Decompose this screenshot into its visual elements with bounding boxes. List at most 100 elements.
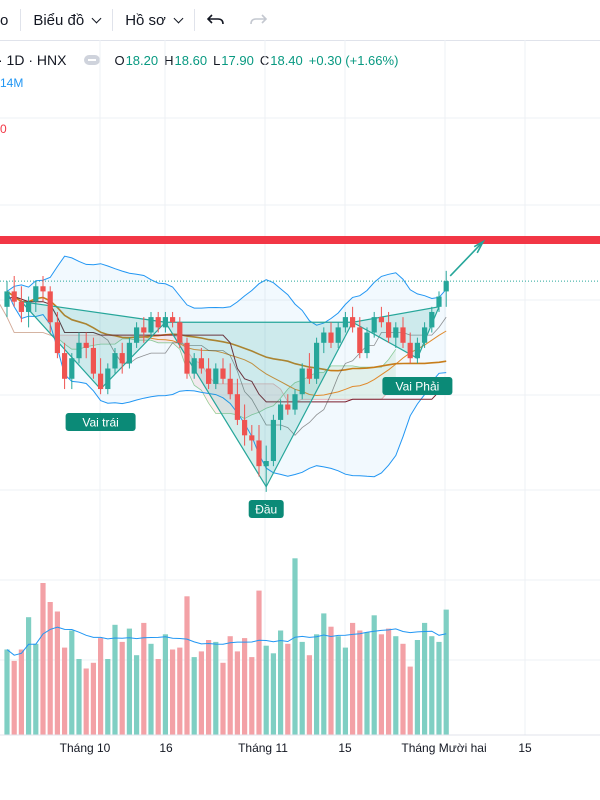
volume-bar: [62, 647, 68, 735]
cloud-segment: [107, 335, 115, 345]
volume-bar: [278, 630, 284, 735]
x-axis: Tháng 10 16 Tháng 11 15 Tháng Mười hai 15: [0, 734, 600, 755]
tenkan-line: [6, 296, 447, 436]
chart-menu-button[interactable]: Biểu đồ: [21, 0, 112, 40]
volume-bar: [306, 655, 312, 735]
bollinger-upper: [6, 255, 447, 326]
top-toolbar: o Biểu đồ Hồ sơ: [0, 0, 600, 41]
volume-bar: [386, 628, 392, 735]
volume-bar: [263, 645, 269, 735]
volume-bar: [393, 636, 399, 735]
volume-bar: [69, 630, 75, 735]
profile-menu-button[interactable]: Hồ sơ: [113, 0, 194, 40]
head-label: Đầu: [248, 500, 284, 518]
volume-bar: [242, 638, 248, 735]
x-tick-label: Tháng 10: [60, 741, 111, 755]
volume-bar: [112, 624, 118, 735]
candle-body: [357, 327, 363, 354]
cloud-segment: [309, 372, 317, 400]
undo-button[interactable]: [195, 0, 237, 40]
volume-bar: [105, 659, 111, 735]
resistance-line: [0, 236, 600, 244]
volume-bar: [350, 622, 356, 735]
bollinger-fill: [7, 256, 447, 477]
cloud-segment: [345, 365, 353, 400]
redo-icon: [250, 14, 267, 25]
cloud-segment: [316, 372, 324, 400]
candle-body: [378, 317, 384, 323]
candle-body: [249, 435, 255, 441]
candle-body: [213, 368, 219, 384]
candle-body: [335, 327, 341, 343]
volume-bar: [184, 596, 190, 735]
cloud-segment: [215, 383, 223, 414]
volume-bar: [285, 643, 291, 735]
candle-body: [306, 368, 312, 379]
volume-bar: [249, 657, 255, 735]
volume-bar: [155, 659, 161, 735]
pattern-segment: [164, 321, 354, 488]
candle-body: [4, 291, 10, 307]
cloud-segment: [367, 367, 375, 400]
volume-bar: [364, 632, 370, 735]
cloud-segment: [359, 367, 367, 400]
cloud-segment: [352, 365, 360, 400]
candle-body: [40, 286, 46, 292]
candle-body: [321, 332, 327, 343]
volume-bar: [270, 653, 276, 735]
toolbar-divider: [20, 9, 22, 31]
candle-body: [18, 301, 24, 312]
candle-body: [328, 332, 334, 343]
candle-body: [364, 332, 370, 354]
volume-bar: [436, 641, 442, 735]
low-value: 17.90: [221, 52, 254, 68]
projection-arrow-head: [473, 239, 486, 254]
candle-body: [256, 440, 262, 467]
candle-body: [105, 368, 111, 390]
candle-body: [98, 373, 104, 390]
redo-button[interactable]: [237, 0, 279, 40]
candle-body: [69, 358, 75, 379]
volume-bar: [299, 641, 305, 735]
volume-bar: [26, 617, 32, 735]
x-tick-label: Tháng Mười hai: [401, 741, 486, 755]
candle-body: [155, 317, 161, 328]
volume-bar: [342, 647, 348, 735]
volume-bar: [292, 558, 298, 735]
ohlc-legend: · 1D · HNX O18.20 H18.60 L17.90 C18.40 +…: [0, 50, 404, 70]
right-shoulder-label-text: Vai Phải: [395, 380, 439, 394]
candle-body: [148, 317, 154, 333]
candle-body: [314, 342, 320, 379]
volume-bar: [227, 636, 233, 735]
volume-bar: [314, 634, 320, 735]
volume-bar: [134, 655, 140, 735]
candle-body: [342, 317, 348, 328]
candle-body: [414, 342, 420, 359]
volume-bar: [177, 647, 183, 735]
symbol-label[interactable]: · 1D · HNX: [0, 52, 67, 68]
visibility-toggle-icon[interactable]: [84, 55, 101, 65]
candle-body: [285, 404, 291, 410]
volume-bar: [378, 634, 384, 735]
candle-body: [270, 419, 276, 462]
bollinger-bands: [6, 255, 447, 478]
x-tick-label: 15: [518, 741, 532, 755]
x-tick-label: 15: [338, 741, 352, 755]
candle-body: [393, 327, 399, 338]
candle-body: [11, 291, 17, 302]
candle-body: [134, 327, 140, 343]
left-shoulder-label: Vai trái: [65, 413, 136, 431]
volume-bar: [98, 638, 104, 735]
candle-body: [126, 342, 132, 364]
cloud-segment: [208, 376, 216, 414]
volume-bar: [371, 615, 377, 735]
volume-bar: [90, 662, 96, 735]
volume-bar: [400, 643, 406, 735]
toolbar-divider: [112, 9, 114, 31]
undo-icon: [206, 14, 224, 25]
toolbar-cut-item[interactable]: o: [0, 0, 20, 40]
candle-body: [278, 404, 284, 420]
left-shoulder-label-bg: [65, 413, 136, 431]
volume-bar: [443, 609, 449, 735]
